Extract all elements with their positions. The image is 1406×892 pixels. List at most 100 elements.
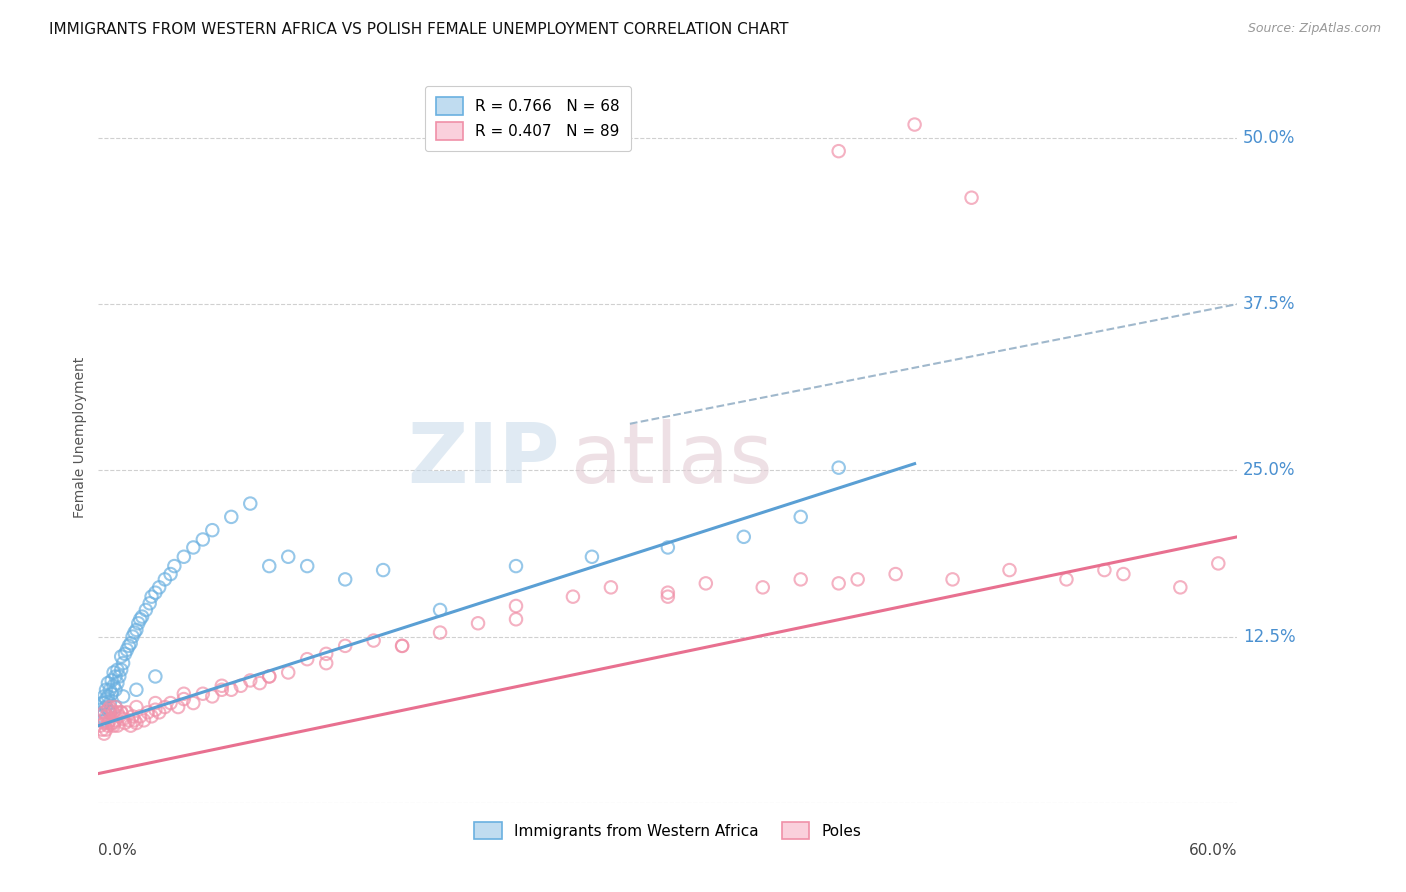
Point bbox=[98, 706, 121, 720]
Point bbox=[125, 700, 148, 714]
Legend: Immigrants from Western Africa, Poles: Immigrants from Western Africa, Poles bbox=[464, 811, 872, 850]
Point bbox=[138, 596, 160, 610]
Point bbox=[132, 714, 155, 728]
Point bbox=[100, 716, 122, 731]
Point bbox=[363, 633, 385, 648]
Point bbox=[97, 716, 120, 731]
Y-axis label: Female Unemployment: Female Unemployment bbox=[73, 357, 87, 517]
Point bbox=[846, 573, 869, 587]
Point bbox=[114, 647, 136, 661]
Point bbox=[191, 687, 214, 701]
Point bbox=[91, 709, 114, 723]
Point bbox=[173, 692, 195, 706]
Point bbox=[93, 706, 115, 720]
Point bbox=[94, 709, 117, 723]
Point bbox=[121, 709, 143, 723]
Point bbox=[733, 530, 755, 544]
Point bbox=[93, 690, 115, 704]
Point bbox=[91, 696, 114, 710]
Point bbox=[145, 696, 167, 710]
Point bbox=[103, 679, 125, 693]
Point bbox=[159, 696, 181, 710]
Point bbox=[124, 625, 146, 640]
Point bbox=[103, 706, 125, 720]
Point bbox=[790, 573, 813, 587]
Text: 37.5%: 37.5% bbox=[1243, 295, 1295, 313]
Point bbox=[110, 663, 132, 677]
Point bbox=[97, 703, 120, 717]
Point bbox=[1094, 563, 1116, 577]
Point bbox=[998, 563, 1021, 577]
Text: 50.0%: 50.0% bbox=[1243, 128, 1295, 147]
Point bbox=[94, 682, 117, 697]
Point bbox=[657, 590, 679, 604]
Point bbox=[104, 669, 127, 683]
Point bbox=[211, 682, 233, 697]
Point bbox=[89, 719, 111, 733]
Point bbox=[173, 549, 195, 564]
Point bbox=[94, 700, 117, 714]
Point bbox=[183, 541, 205, 555]
Point bbox=[960, 191, 983, 205]
Point bbox=[277, 549, 299, 564]
Point bbox=[315, 656, 337, 670]
Point bbox=[136, 706, 159, 720]
Point bbox=[153, 573, 176, 587]
Point bbox=[201, 523, 224, 537]
Point bbox=[429, 625, 451, 640]
Text: atlas: atlas bbox=[571, 418, 773, 500]
Point bbox=[259, 669, 281, 683]
Point bbox=[828, 460, 851, 475]
Point bbox=[97, 690, 120, 704]
Point bbox=[104, 714, 127, 728]
Point bbox=[145, 703, 167, 717]
Point bbox=[115, 706, 138, 720]
Point bbox=[600, 580, 623, 594]
Text: 12.5%: 12.5% bbox=[1243, 628, 1295, 646]
Point bbox=[118, 714, 141, 728]
Point bbox=[163, 559, 186, 574]
Point bbox=[828, 144, 851, 158]
Point bbox=[89, 703, 111, 717]
Point bbox=[100, 673, 122, 688]
Point bbox=[112, 656, 135, 670]
Point bbox=[429, 603, 451, 617]
Point bbox=[391, 639, 413, 653]
Point bbox=[115, 643, 138, 657]
Point bbox=[110, 706, 132, 720]
Point bbox=[93, 716, 115, 731]
Point bbox=[229, 679, 252, 693]
Point bbox=[125, 716, 148, 731]
Point bbox=[145, 669, 167, 683]
Point bbox=[93, 726, 115, 740]
Point bbox=[108, 669, 131, 683]
Point bbox=[104, 682, 127, 697]
Point bbox=[145, 585, 167, 599]
Point bbox=[103, 716, 125, 731]
Point bbox=[125, 682, 148, 697]
Point bbox=[107, 676, 129, 690]
Point bbox=[884, 567, 907, 582]
Point bbox=[129, 612, 152, 626]
Text: 60.0%: 60.0% bbox=[1189, 843, 1237, 858]
Point bbox=[148, 706, 170, 720]
Point bbox=[97, 703, 120, 717]
Point bbox=[1056, 573, 1078, 587]
Point bbox=[125, 623, 148, 637]
Point bbox=[581, 549, 603, 564]
Point bbox=[98, 714, 121, 728]
Text: IMMIGRANTS FROM WESTERN AFRICA VS POLISH FEMALE UNEMPLOYMENT CORRELATION CHART: IMMIGRANTS FROM WESTERN AFRICA VS POLISH… bbox=[49, 22, 789, 37]
Point bbox=[135, 603, 157, 617]
Point bbox=[148, 580, 170, 594]
Point bbox=[211, 679, 233, 693]
Point bbox=[277, 665, 299, 680]
Point bbox=[120, 719, 142, 733]
Point bbox=[249, 676, 271, 690]
Point bbox=[153, 700, 176, 714]
Point bbox=[239, 497, 262, 511]
Point bbox=[141, 590, 163, 604]
Point bbox=[97, 719, 120, 733]
Point bbox=[98, 700, 121, 714]
Point bbox=[173, 687, 195, 701]
Point bbox=[505, 599, 527, 613]
